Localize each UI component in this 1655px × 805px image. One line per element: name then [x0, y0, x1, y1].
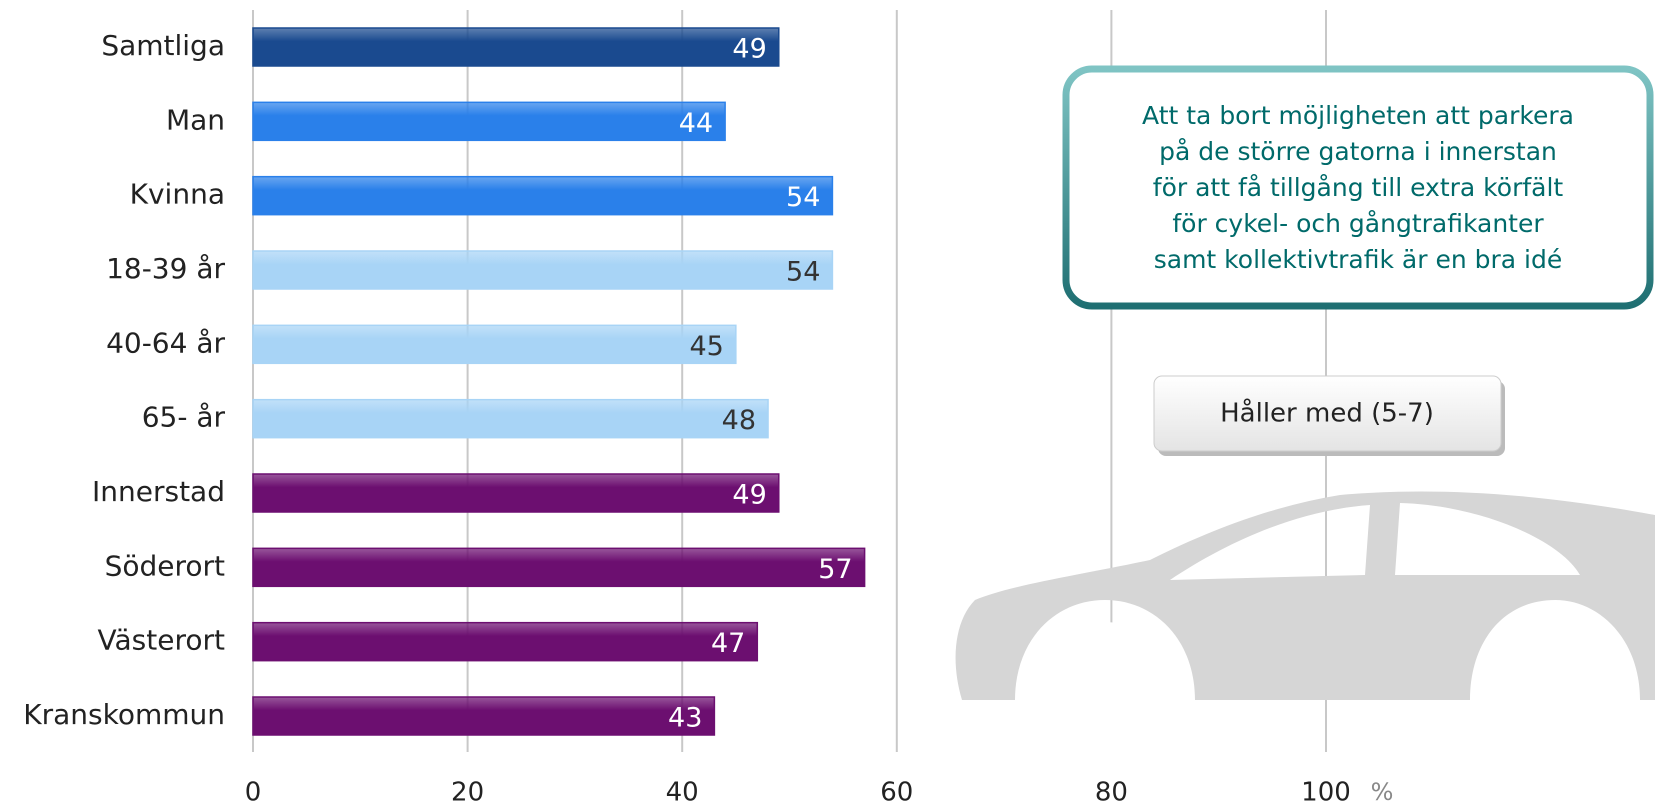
- bar: [253, 28, 779, 66]
- bar: [253, 474, 779, 512]
- category-label: Innerstad: [92, 475, 225, 508]
- value-label: 48: [722, 405, 756, 436]
- annotation-line: för cykel- och gångtrafikanter: [1172, 209, 1544, 238]
- annotation-line: för att få tillgång till extra körfält: [1153, 173, 1564, 202]
- bar: [253, 548, 865, 586]
- bar: [253, 102, 725, 140]
- bar: [253, 697, 714, 735]
- value-label: 45: [689, 331, 723, 362]
- value-label: 47: [711, 628, 745, 659]
- chart: Samtliga 49 Man 44 Kvinna 54 18-39 år 54 40-64 å…: [0, 0, 1655, 805]
- bar: [253, 623, 757, 661]
- x-tick-label: 0: [245, 778, 262, 805]
- category-label: 65- år: [142, 401, 226, 434]
- value-label: 57: [818, 554, 852, 585]
- x-tick-label: 100: [1301, 778, 1351, 805]
- bar: [253, 325, 736, 363]
- annotation-line: Att ta bort möjligheten att parkera: [1142, 101, 1574, 130]
- category-label: Kvinna: [130, 178, 225, 211]
- value-label: 49: [732, 34, 766, 65]
- category-label: Samtliga: [101, 29, 225, 62]
- annotation-line: samt kollektivtrafik är en bra idé: [1154, 245, 1563, 274]
- bar: [253, 251, 832, 289]
- bar: [253, 177, 832, 215]
- value-label: 43: [668, 703, 702, 734]
- category-label: Kranskommun: [23, 698, 225, 731]
- value-label: 54: [786, 257, 820, 288]
- category-label: 40-64 år: [106, 326, 225, 359]
- value-label: 49: [732, 480, 766, 511]
- annotation-line: på de större gatorna i innerstan: [1159, 137, 1557, 166]
- category-label: Man: [166, 103, 225, 136]
- legend-entry: Håller med (5-7): [1220, 398, 1434, 429]
- category-label: Västerort: [98, 624, 225, 657]
- category-label: Söderort: [105, 549, 225, 582]
- x-tick-label: 40: [666, 778, 699, 805]
- car-wheel: [1037, 622, 1173, 758]
- x-tick-label: 60: [880, 778, 913, 805]
- value-label: 44: [679, 108, 713, 139]
- x-tick-label: 80: [1095, 778, 1128, 805]
- x-axis-unit: %: [1371, 778, 1394, 805]
- bar: [253, 400, 768, 438]
- car-wheel: [1487, 622, 1623, 758]
- value-label: 54: [786, 182, 820, 213]
- x-tick-label: 20: [451, 778, 484, 805]
- category-label: 18-39 år: [106, 252, 225, 285]
